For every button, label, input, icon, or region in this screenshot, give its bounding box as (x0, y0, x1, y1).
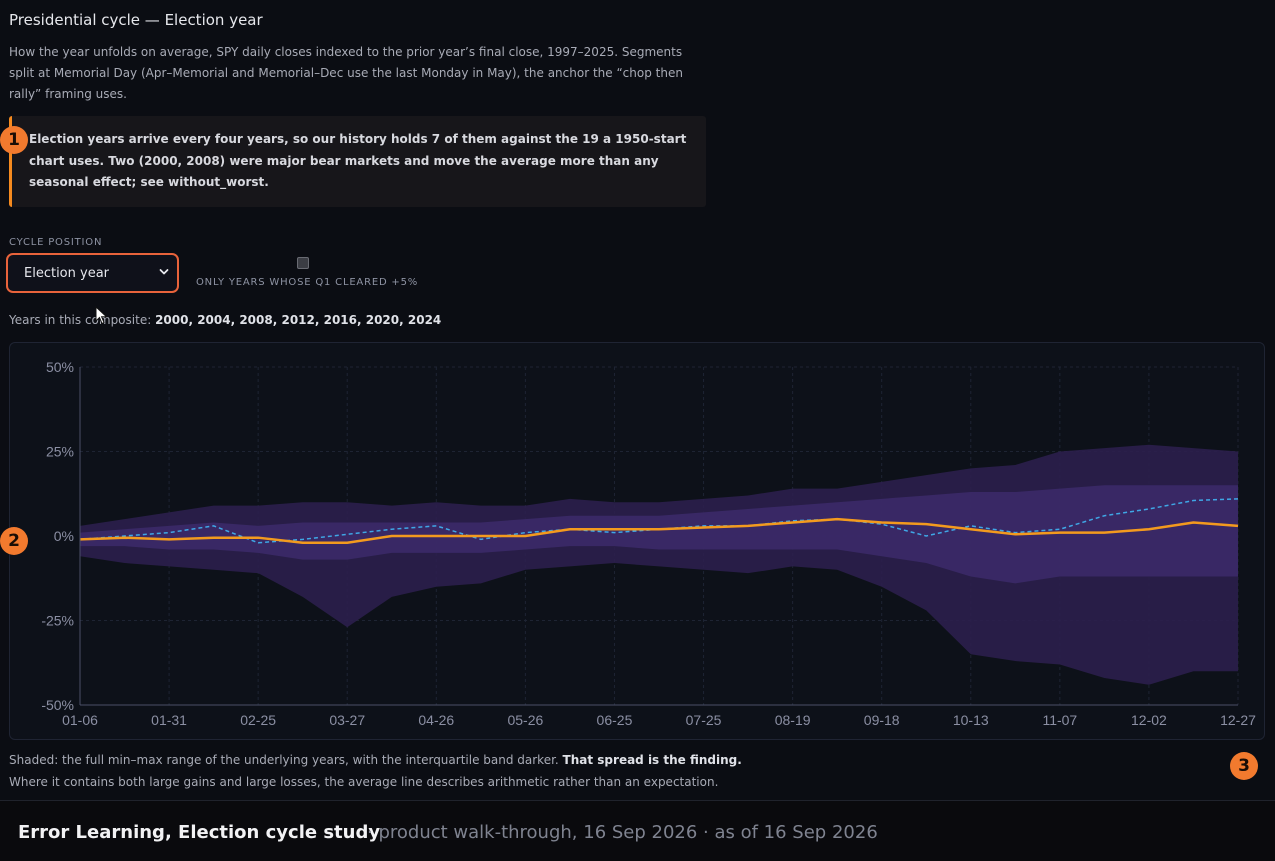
x-tick-label: 12-27 (1220, 712, 1256, 728)
y-tick-label: 25% (46, 444, 74, 460)
years-prefix: Years in this composite: (9, 313, 156, 327)
footnote-part1: Shaded: the full min–max range of the un… (9, 753, 563, 767)
x-tick-label: 11-07 (1042, 712, 1077, 728)
step-marker-1: 1 (0, 126, 28, 154)
footer-meta: · product walk-through, 16 Sep 2026 · as… (367, 822, 878, 843)
chart-panel: 50% 25% 0% -25% -50% 01-06 01-31 02-25 03-27 04-2… (9, 342, 1265, 740)
footer-bar: Error Learning, Election cycle study · p… (0, 800, 1275, 861)
footnote-part2: Where it contains both large gains and l… (9, 774, 719, 789)
y-tick-label: -25% (41, 613, 74, 629)
step-marker-3: 3 (1230, 752, 1258, 780)
footer-brand: Error Learning, Election cycle study (18, 822, 381, 843)
y-tick-label: 50% (46, 359, 74, 375)
cycle-position-value: Election year (24, 265, 110, 281)
years-composite: Years in this composite: 2000, 2004, 200… (9, 313, 441, 327)
interquartile-band (80, 485, 1238, 584)
x-tick-label: 12-02 (1131, 712, 1167, 728)
x-tick-label: 04-26 (418, 712, 454, 728)
x-tick-label: 06-25 (597, 712, 633, 728)
chevron-down-icon (159, 269, 169, 275)
x-tick-label: 08-19 (775, 712, 811, 728)
dashed-series-line (79, 498, 1239, 544)
q1-filter-checkbox[interactable] (297, 257, 309, 269)
cycle-position-label: CYCLE POSITION (9, 237, 103, 248)
x-tick-label: 05-26 (507, 712, 543, 728)
x-tick-label: 01-31 (151, 712, 187, 728)
page-title: Presidential cycle — Election year (9, 11, 263, 29)
x-tick-label: 03-27 (329, 712, 365, 728)
chart-footnote: Shaded: the full min–max range of the un… (9, 750, 909, 793)
y-tick-label: 0% (54, 528, 74, 544)
years-list: 2000, 2004, 2008, 2012, 2016, 2020, 2024 (155, 313, 442, 327)
page-description: How the year unfolds on average, SPY dai… (9, 45, 683, 101)
cycle-position-select[interactable]: Election year (6, 253, 179, 293)
footnote-bold: That spread is the finding. (562, 753, 742, 767)
x-tick-label: 01-06 (62, 712, 98, 728)
step-marker-2: 2 (0, 527, 28, 555)
callout-text: Election years arrive every four years, … (29, 132, 687, 189)
callout-box: Election years arrive every four years, … (9, 116, 706, 207)
x-tick-label: 09-18 (864, 712, 900, 728)
y-tick-label: -50% (41, 697, 74, 713)
x-tick-label: 02-25 (240, 712, 276, 728)
x-tick-label: 07-25 (686, 712, 722, 728)
election-year-chart: 50% 25% 0% -25% -50%01-06 01-31 02-25 03-27 04-2… (41, 359, 1256, 728)
mouse-cursor-icon (95, 306, 108, 325)
q1-filter-label[interactable]: ONLY YEARS WHOSE Q1 CLEARED +5% (196, 277, 419, 288)
average-line (79, 517, 1239, 545)
x-tick-label: 10-13 (953, 712, 989, 728)
